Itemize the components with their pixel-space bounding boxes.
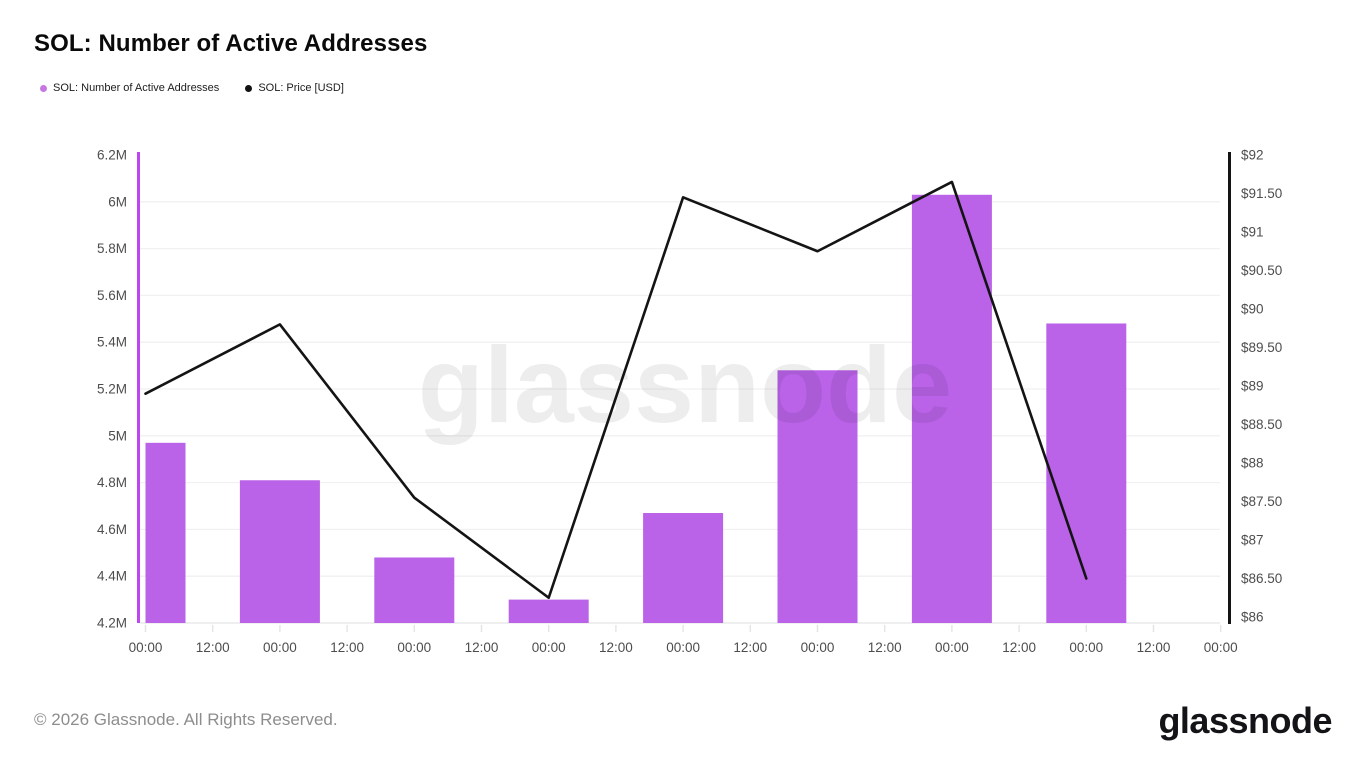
x-tick-label: 00:00 [532, 640, 566, 655]
legend-dot-price-icon [245, 84, 253, 92]
x-tick-label: 00:00 [263, 640, 297, 655]
legend-label-price: SOL: Price [USD] [258, 82, 344, 94]
bar [777, 370, 858, 623]
x-tick-label: 12:00 [733, 640, 767, 655]
legend-item-price[interactable]: SOL: Price [USD] [245, 82, 344, 94]
y-right-tick-label: $86 [1241, 610, 1264, 625]
x-tick-label: 12:00 [868, 640, 902, 655]
y-left-tick-label: 5.8M [97, 241, 127, 256]
y-left-tick-label: 5.4M [97, 335, 127, 350]
y-right-tick-label: $89 [1241, 379, 1264, 394]
y-right-tick-label: $92 [1241, 148, 1264, 163]
x-axis: 00:00 12:00 00:00 12:00 00:00 12:00 00:00 12:00… [129, 625, 1238, 655]
bar [643, 513, 724, 623]
x-tick-label: 00:00 [129, 640, 163, 655]
x-tick-label: 00:00 [1204, 640, 1238, 655]
watermark-text: glassnode [418, 324, 952, 445]
x-tick-label: 12:00 [599, 640, 633, 655]
y-left-tick-label: 5M [108, 428, 127, 443]
price-line [144, 180, 1088, 600]
copyright-text: © 2026 Glassnode. All Rights Reserved. [34, 710, 338, 729]
x-tick-label: 00:00 [801, 640, 835, 655]
y-right-tick-label: $86.50 [1241, 571, 1282, 586]
y-left-tick-label: 4.4M [97, 569, 127, 584]
chart-title: SOL: Number of Active Addresses [34, 30, 428, 57]
y-left-tick-label: 5.6M [97, 288, 127, 303]
glassnode-logo: glassnode [1158, 700, 1332, 741]
y-right-axis-labels: $92 $91.50 $91 $90.50 $90 $89.50 $89 $88.50 $88 $… [1241, 148, 1282, 625]
bar [374, 557, 455, 623]
y-left-tick-label: 6M [108, 194, 127, 209]
y-right-tick-label: $90.50 [1241, 263, 1282, 278]
legend-label-active-addresses: SOL: Number of Active Addresses [53, 82, 220, 94]
x-tick-label: 00:00 [1069, 640, 1103, 655]
y-left-tick-label: 4.8M [97, 475, 127, 490]
y-right-tick-label: $87.50 [1241, 494, 1282, 509]
y-right-tick-label: $90 [1241, 302, 1264, 317]
y-right-tick-label: $88 [1241, 456, 1264, 471]
y-left-tick-label: 4.2M [97, 616, 127, 631]
x-tick-label: 12:00 [1137, 640, 1171, 655]
bar [145, 442, 186, 623]
legend-dot-active-addresses-icon [40, 84, 47, 92]
y-right-tick-label: $91.50 [1241, 186, 1282, 201]
bar [911, 194, 992, 623]
y-right-tick-label: $88.50 [1241, 417, 1282, 432]
bar [239, 480, 320, 623]
x-tick-label: 12:00 [196, 640, 230, 655]
chart-legend: SOL: Number of Active Addresses SOL: Pri… [40, 82, 344, 94]
x-tick-label: 12:00 [330, 640, 364, 655]
y-left-tick-label: 4.6M [97, 522, 127, 537]
active-addresses-bars [145, 194, 1127, 623]
y-left-axis-labels: 6.2M 6M 5.8M 5.6M 5.4M 5.2M 5M 4.8M 4.6M 4.4M 4.2M [97, 148, 127, 631]
y-right-tick-label: $89.50 [1241, 340, 1282, 355]
bar [508, 599, 589, 623]
x-tick-label: 00:00 [935, 640, 969, 655]
y-right-tick-label: $91 [1241, 225, 1264, 240]
x-tick-label: 12:00 [465, 640, 499, 655]
bar [1046, 323, 1127, 623]
y-left-tick-label: 6.2M [97, 148, 127, 163]
x-tick-label: 00:00 [397, 640, 431, 655]
x-tick-label: 12:00 [1002, 640, 1036, 655]
y-right-tick-label: $87 [1241, 533, 1264, 548]
y-left-tick-label: 5.2M [97, 382, 127, 397]
legend-item-active-addresses[interactable]: SOL: Number of Active Addresses [40, 82, 219, 94]
x-tick-label: 00:00 [666, 640, 700, 655]
